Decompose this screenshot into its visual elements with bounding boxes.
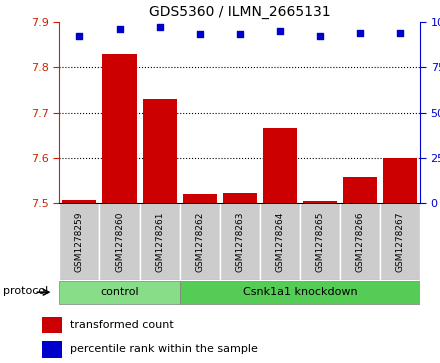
Bar	[340, 203, 380, 280]
Text: GSM1278261: GSM1278261	[155, 211, 164, 272]
Bar	[42, 341, 62, 358]
Point	[356, 30, 363, 36]
Text: GSM1278266: GSM1278266	[356, 211, 365, 272]
Point	[316, 33, 323, 39]
Point	[276, 28, 283, 34]
Bar	[103, 54, 136, 203]
Bar	[260, 203, 300, 280]
Bar	[300, 203, 340, 280]
Bar	[139, 203, 180, 280]
Text: protocol: protocol	[3, 286, 48, 296]
Point	[396, 30, 403, 36]
Text: GSM1278260: GSM1278260	[115, 211, 124, 272]
Bar	[42, 317, 62, 333]
Bar	[99, 203, 139, 280]
Bar	[220, 203, 260, 280]
Bar	[380, 203, 420, 280]
Bar	[383, 158, 417, 203]
Bar	[143, 99, 176, 203]
Text: transformed count: transformed count	[70, 320, 173, 330]
Text: GSM1278263: GSM1278263	[235, 211, 244, 272]
Point	[116, 26, 123, 32]
Text: percentile rank within the sample: percentile rank within the sample	[70, 344, 257, 354]
Bar	[183, 194, 217, 203]
Bar	[303, 201, 337, 203]
Text: Csnk1a1 knockdown: Csnk1a1 knockdown	[242, 287, 357, 297]
Bar	[343, 177, 377, 203]
Text: GSM1278262: GSM1278262	[195, 211, 204, 272]
Bar	[263, 129, 297, 203]
Bar	[59, 281, 180, 303]
Text: GSM1278267: GSM1278267	[396, 211, 405, 272]
Text: GSM1278264: GSM1278264	[275, 211, 284, 272]
Bar	[59, 203, 99, 280]
Bar	[223, 193, 257, 203]
Title: GDS5360 / ILMN_2665131: GDS5360 / ILMN_2665131	[149, 5, 330, 19]
Bar	[62, 200, 96, 203]
Point	[236, 32, 243, 37]
Text: control: control	[100, 287, 139, 297]
Text: GSM1278265: GSM1278265	[315, 211, 324, 272]
Bar	[180, 203, 220, 280]
Point	[76, 33, 83, 39]
Point	[196, 32, 203, 37]
Point	[156, 24, 163, 30]
Bar	[180, 281, 420, 303]
Text: GSM1278259: GSM1278259	[75, 211, 84, 272]
